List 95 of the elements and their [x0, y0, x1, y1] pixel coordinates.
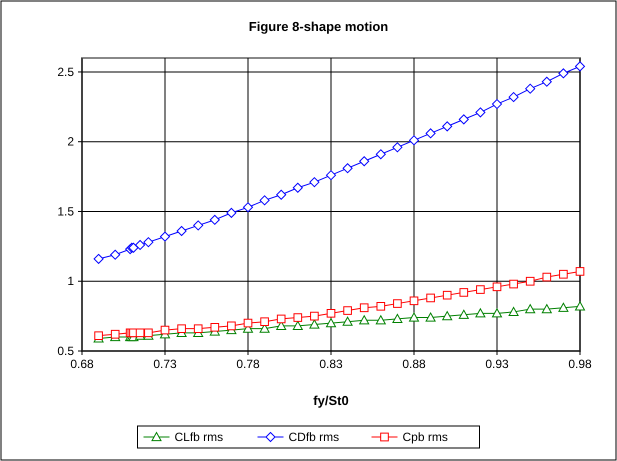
point: [376, 302, 386, 311]
point: [276, 190, 286, 200]
point: [244, 318, 252, 328]
point: [144, 328, 153, 338]
point: [409, 135, 419, 146]
point: [409, 312, 419, 322]
point: [392, 142, 402, 152]
legend-label: CLfb rms: [174, 430, 224, 444]
y-tick-label: 2.5: [57, 64, 74, 79]
point: [310, 312, 319, 320]
point: [410, 296, 418, 306]
point: [542, 272, 552, 282]
point: [94, 331, 103, 340]
point: [326, 318, 336, 328]
point: [492, 99, 502, 110]
point: [136, 328, 144, 338]
point: [359, 156, 370, 166]
point: [558, 302, 568, 312]
y-tick-label: 1: [67, 274, 74, 288]
point: [475, 308, 486, 318]
point: [143, 237, 154, 248]
point: [376, 149, 386, 160]
point: [492, 282, 502, 292]
point: [476, 285, 485, 294]
point: [292, 182, 303, 193]
x-tick-label: 0.68: [70, 357, 94, 371]
point: [576, 267, 584, 276]
x-tick-label: 0.73: [153, 357, 177, 371]
point: [293, 313, 302, 322]
point: [326, 170, 336, 180]
point: [392, 314, 402, 324]
point: [243, 202, 253, 212]
x-tick-label: 0.78: [236, 357, 260, 371]
point: [260, 317, 269, 326]
point: [442, 311, 452, 320]
point: [309, 177, 320, 188]
point: [177, 324, 186, 333]
point: [458, 310, 469, 319]
point: [309, 319, 320, 329]
point: [110, 330, 120, 339]
x-tick-label: 0.98: [568, 357, 592, 371]
point: [342, 163, 353, 174]
point: [442, 290, 452, 300]
point: [459, 288, 468, 297]
point: [426, 128, 436, 138]
point: [359, 315, 370, 324]
legend-label: Cpb rms: [402, 430, 448, 444]
point: [542, 76, 552, 87]
point: [160, 326, 170, 334]
point: [508, 92, 519, 102]
point: [575, 301, 585, 310]
point: [343, 306, 352, 315]
point: [526, 276, 535, 286]
point: [509, 280, 518, 288]
point: [160, 232, 170, 242]
point: [426, 294, 435, 302]
y-tick-label: 1.5: [57, 204, 74, 218]
point: [227, 322, 236, 330]
point: [558, 68, 568, 78]
y-tick-label: 2: [67, 134, 74, 149]
point: [210, 322, 220, 332]
point: [292, 320, 303, 330]
y-tick-label: 0.5: [57, 344, 74, 358]
point: [326, 309, 336, 318]
point: [508, 306, 519, 316]
x-tick-label: 0.93: [485, 357, 509, 371]
point: [210, 214, 220, 225]
point: [193, 220, 204, 230]
point: [376, 315, 386, 324]
legend-label: CDfb rms: [288, 430, 340, 444]
point: [360, 303, 369, 312]
point: [226, 208, 236, 218]
point: [525, 84, 536, 94]
point: [176, 226, 187, 236]
chart-title: Figure 8-shape motion: [248, 19, 388, 34]
point: [475, 107, 486, 118]
point: [110, 250, 120, 260]
point: [492, 308, 502, 318]
x-tick-label: 0.83: [319, 357, 343, 371]
point: [94, 254, 104, 264]
point: [276, 314, 286, 324]
point: [559, 270, 568, 279]
point: [393, 299, 402, 308]
point: [525, 304, 536, 314]
x-tick-label: 0.88: [402, 357, 426, 371]
point: [260, 195, 270, 206]
point: [426, 312, 436, 322]
point: [542, 304, 552, 314]
point: [194, 324, 203, 333]
point: [442, 121, 452, 132]
point: [342, 316, 353, 326]
point: [575, 61, 585, 72]
x-axis-title: fy/St0: [313, 393, 349, 408]
point: [135, 240, 146, 250]
point: [458, 114, 469, 124]
